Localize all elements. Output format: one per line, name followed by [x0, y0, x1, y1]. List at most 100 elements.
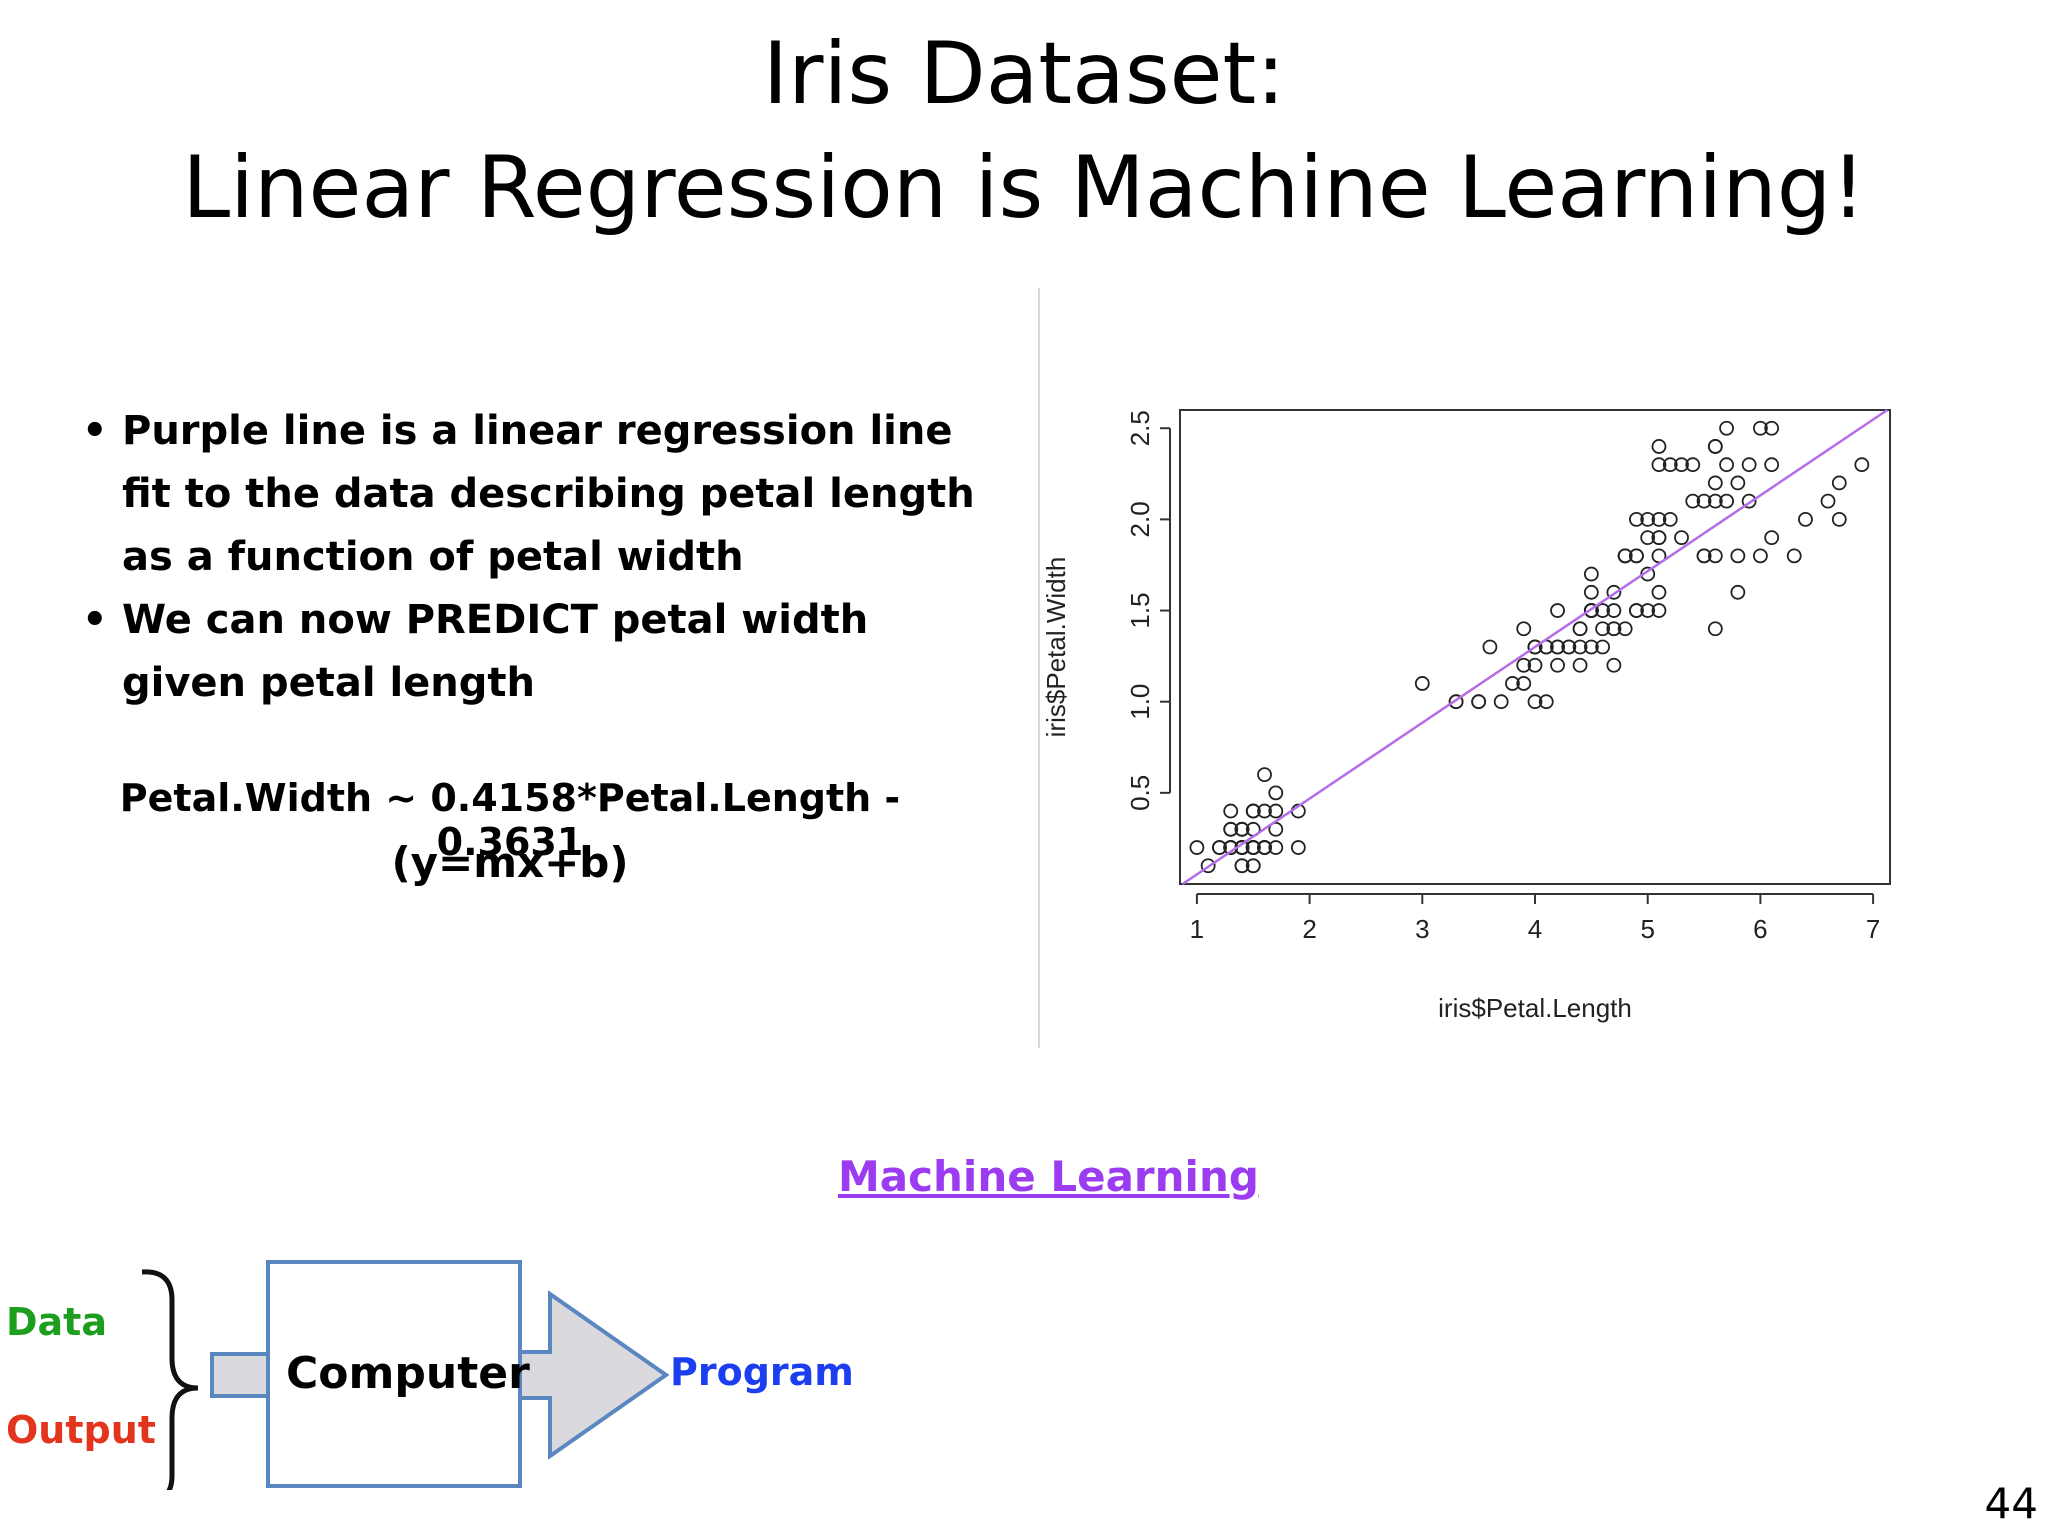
- data-point: [1606, 657, 1622, 673]
- data-point: [1595, 639, 1611, 655]
- data-point: [1493, 694, 1509, 710]
- data-point: [1685, 457, 1701, 473]
- x-tick-label: 4: [1528, 914, 1542, 944]
- x-tick-label: 3: [1415, 914, 1429, 944]
- data-point: [1527, 694, 1543, 710]
- diagram-label-computer: Computer: [286, 1348, 530, 1399]
- data-point: [1719, 493, 1734, 509]
- data-point: [1223, 803, 1239, 819]
- data-point: [1730, 548, 1746, 564]
- data-point: [1719, 457, 1734, 473]
- x-axis-label: iris$Petal.Length: [1438, 993, 1632, 1023]
- data-point: [1786, 548, 1802, 564]
- x-tick-label: 7: [1866, 914, 1880, 944]
- data-point: [1798, 511, 1813, 527]
- data-point: [1527, 657, 1543, 673]
- data-point: [1223, 821, 1239, 837]
- y-axis-label: iris$Petal.Width: [1041, 557, 1071, 738]
- machine-learning-link[interactable]: Machine Learning: [838, 1152, 1259, 1201]
- data-point: [1595, 603, 1611, 618]
- data-point: [1471, 694, 1487, 710]
- data-point: [1640, 603, 1656, 618]
- data-point: [1629, 511, 1644, 527]
- data-point: [1831, 475, 1847, 491]
- data-point: [1831, 511, 1847, 527]
- y-tick-label: 1.0: [1125, 684, 1155, 720]
- equation-form: (y=mx+b): [391, 838, 629, 887]
- data-point: [1651, 457, 1667, 473]
- data-point: [1662, 511, 1678, 527]
- data-point: [1719, 420, 1734, 436]
- data-point: [1505, 676, 1520, 691]
- data-point: [1550, 639, 1565, 655]
- data-point: [1583, 603, 1599, 618]
- y-axis: 0.5 1.0 1.5 2.0 2.5: [1125, 410, 1171, 811]
- data-point: [1707, 548, 1723, 564]
- data-point: [1696, 493, 1712, 509]
- y-tick-label: 0.5: [1125, 775, 1155, 811]
- data-point: [1595, 621, 1611, 637]
- data-point: [1606, 621, 1622, 637]
- y-tick-label: 2.5: [1125, 410, 1155, 446]
- data-point: [1606, 603, 1622, 618]
- data-point: [1290, 840, 1306, 855]
- data-point: [1583, 639, 1599, 655]
- bullet-list: Purple line is a linear regression line …: [82, 400, 982, 715]
- data-point: [1200, 858, 1216, 874]
- data-point: [1606, 584, 1622, 600]
- slide-number: 44: [1984, 1479, 2038, 1528]
- x-axis: 1 2 3 4 5 6 7: [1190, 893, 1880, 944]
- data-point: [1741, 493, 1757, 509]
- data-point: [1651, 439, 1667, 454]
- data-point: [1854, 457, 1870, 473]
- data-points: [1189, 420, 1870, 874]
- data-point: [1696, 548, 1712, 564]
- data-point: [1572, 621, 1588, 637]
- data-point: [1730, 475, 1746, 491]
- data-point: [1257, 803, 1272, 819]
- machine-learning-diagram: [141, 1260, 670, 1490]
- data-point: [1516, 676, 1532, 691]
- regression-line: [1181, 408, 1889, 886]
- data-point: [1482, 639, 1498, 655]
- data-point: [1572, 639, 1588, 655]
- computer-box: [266, 1260, 522, 1488]
- data-point: [1651, 603, 1667, 618]
- data-point: [1561, 639, 1577, 655]
- data-point: [1234, 858, 1250, 874]
- data-point: [1674, 457, 1689, 473]
- data-point: [1245, 858, 1261, 874]
- slide-title-line2: Linear Regression is Machine Learning!: [182, 138, 1866, 238]
- data-point: [1820, 493, 1836, 509]
- data-point: [1245, 803, 1261, 819]
- data-point: [1651, 511, 1667, 527]
- scatter-plot: 1 2 3 4 5 6 7 0.5 1.0 1.5 2.0 2.5 iris$Petal.Lengt…: [1041, 408, 1891, 1023]
- data-point: [1245, 840, 1261, 855]
- column-divider: [1038, 288, 1040, 1048]
- data-point: [1212, 840, 1227, 855]
- data-point: [1752, 548, 1768, 564]
- input-arrow: [210, 1352, 270, 1398]
- diagram-label-output: Output: [6, 1408, 156, 1452]
- x-tick-label: 6: [1753, 914, 1767, 944]
- data-point: [1741, 457, 1757, 473]
- data-point: [1268, 785, 1284, 801]
- data-point: [1707, 621, 1723, 637]
- data-point: [1414, 676, 1430, 691]
- data-point: [1651, 584, 1667, 600]
- data-point: [1268, 803, 1284, 819]
- diagram-label-data: Data: [6, 1300, 107, 1344]
- data-point: [1651, 530, 1667, 546]
- data-point: [1268, 840, 1284, 855]
- data-point: [1640, 530, 1656, 546]
- output-arrow: [518, 1290, 670, 1460]
- data-point: [1764, 530, 1780, 546]
- slide-title-line1: Iris Dataset:: [762, 24, 1286, 124]
- data-point: [1583, 566, 1599, 582]
- data-point: [1752, 420, 1768, 436]
- data-point: [1189, 840, 1205, 855]
- data-point: [1538, 694, 1554, 710]
- data-point: [1234, 821, 1250, 837]
- data-point: [1707, 493, 1723, 509]
- x-tick-label: 5: [1640, 914, 1654, 944]
